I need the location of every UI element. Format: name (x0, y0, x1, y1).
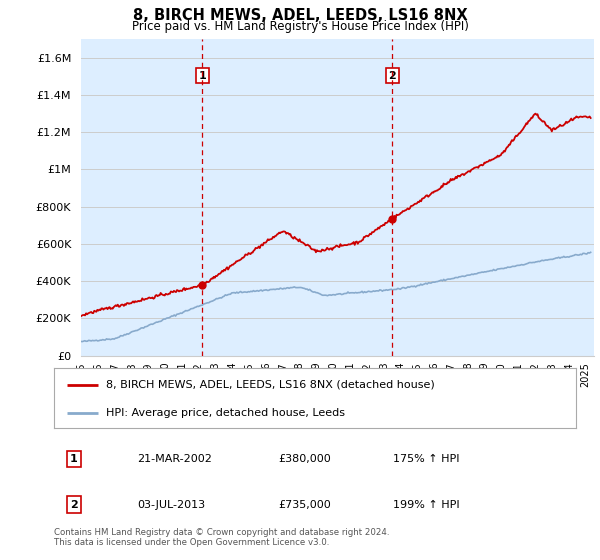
Text: 21-MAR-2002: 21-MAR-2002 (137, 454, 212, 464)
Text: £735,000: £735,000 (278, 500, 331, 510)
Text: 2: 2 (388, 71, 396, 81)
Text: 1: 1 (199, 71, 206, 81)
Text: 2: 2 (70, 500, 78, 510)
Text: £380,000: £380,000 (278, 454, 331, 464)
Text: 8, BIRCH MEWS, ADEL, LEEDS, LS16 8NX: 8, BIRCH MEWS, ADEL, LEEDS, LS16 8NX (133, 8, 467, 24)
Text: Price paid vs. HM Land Registry's House Price Index (HPI): Price paid vs. HM Land Registry's House … (131, 20, 469, 33)
Text: 175% ↑ HPI: 175% ↑ HPI (394, 454, 460, 464)
Text: HPI: Average price, detached house, Leeds: HPI: Average price, detached house, Leed… (106, 408, 345, 418)
Text: 8, BIRCH MEWS, ADEL, LEEDS, LS16 8NX (detached house): 8, BIRCH MEWS, ADEL, LEEDS, LS16 8NX (de… (106, 380, 435, 390)
Text: 199% ↑ HPI: 199% ↑ HPI (394, 500, 460, 510)
Text: Contains HM Land Registry data © Crown copyright and database right 2024.
This d: Contains HM Land Registry data © Crown c… (54, 528, 389, 547)
Text: 1: 1 (70, 454, 78, 464)
Text: 03-JUL-2013: 03-JUL-2013 (137, 500, 206, 510)
